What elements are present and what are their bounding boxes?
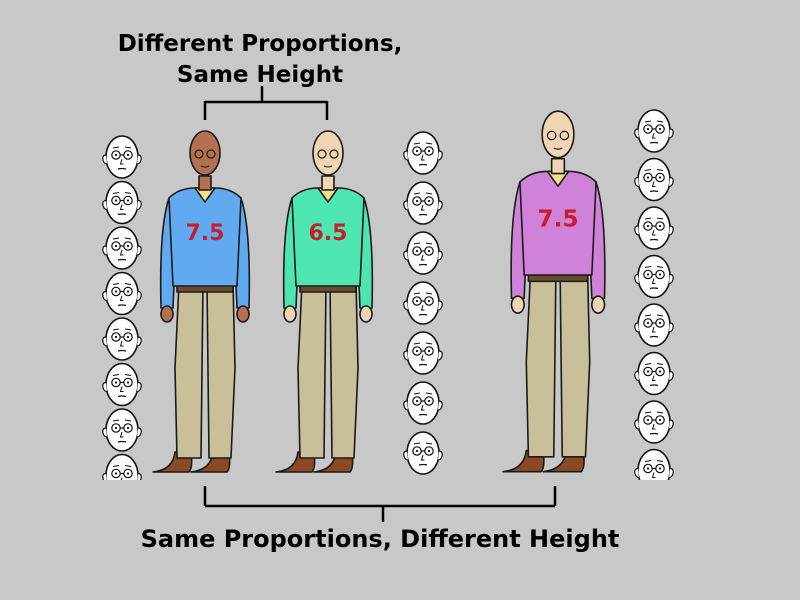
head-unit: [633, 109, 675, 153]
head-unit: [402, 131, 444, 175]
head-unit: [102, 271, 142, 316]
head-unit: [402, 431, 444, 475]
pant-leg-left: [297, 282, 327, 459]
neck: [321, 175, 335, 191]
head-unit: [102, 408, 142, 452]
head-unit: [402, 231, 444, 275]
pant-leg-right: [206, 282, 236, 459]
head: [541, 110, 575, 159]
head-unit: [402, 381, 444, 425]
head-unit: [102, 135, 142, 179]
head-column-middle: [402, 131, 444, 475]
hand-left: [510, 295, 525, 314]
head-unit: [102, 362, 142, 407]
hand-right: [591, 295, 606, 314]
glasses-left: [317, 149, 327, 159]
hand-left: [283, 305, 297, 323]
head-column-right: [633, 109, 675, 480]
hand-right: [359, 305, 373, 323]
figure-green: 6.5: [275, 130, 374, 473]
figure-purple: 7.5: [502, 110, 606, 473]
proportion-label: 6.5: [309, 221, 348, 246]
proportion-label: 7.5: [186, 221, 225, 246]
neck: [550, 157, 566, 175]
pant-leg-left: [174, 282, 204, 459]
mouth: [323, 165, 333, 168]
hand-left: [160, 305, 174, 323]
glasses-right: [206, 149, 216, 159]
head-column-left: [102, 135, 142, 480]
figure-blue: 7.5: [152, 130, 251, 473]
top-caption-line2: Same Height: [176, 62, 344, 88]
head-unit: [402, 331, 444, 375]
neck: [198, 175, 212, 191]
hand-right: [236, 305, 250, 323]
head-unit: [633, 157, 675, 202]
head-unit: [633, 206, 675, 250]
head-unit: [633, 351, 675, 396]
proportion-label: 7.5: [537, 205, 578, 232]
head-unit: [633, 400, 675, 444]
pant-leg-right: [329, 282, 359, 459]
head-unit: [633, 448, 675, 480]
top-caption-line1: Different Proportions,: [117, 31, 403, 57]
top-caption: Different Proportions, Same Height: [100, 29, 420, 91]
head-unit: [102, 180, 142, 225]
top-bracket: [203, 86, 329, 120]
head-unit: [402, 281, 444, 325]
head-unit: [402, 181, 444, 225]
head: [189, 130, 221, 176]
mouth: [200, 165, 210, 168]
head-unit: [102, 317, 142, 361]
head-unit: [633, 303, 675, 347]
glasses-right: [559, 130, 570, 141]
head: [312, 130, 344, 176]
bottom-bracket: [203, 486, 557, 522]
pant-leg-left: [525, 271, 557, 458]
head-unit: [102, 226, 142, 270]
glasses-left: [194, 149, 204, 159]
mouth: [553, 147, 563, 150]
head-unit: [633, 254, 675, 299]
glasses-right: [329, 149, 339, 159]
pant-leg-right: [559, 271, 591, 458]
glasses-left: [546, 130, 557, 141]
head-unit: [102, 453, 142, 480]
bottom-caption: Same Proportions, Different Height: [140, 525, 620, 553]
